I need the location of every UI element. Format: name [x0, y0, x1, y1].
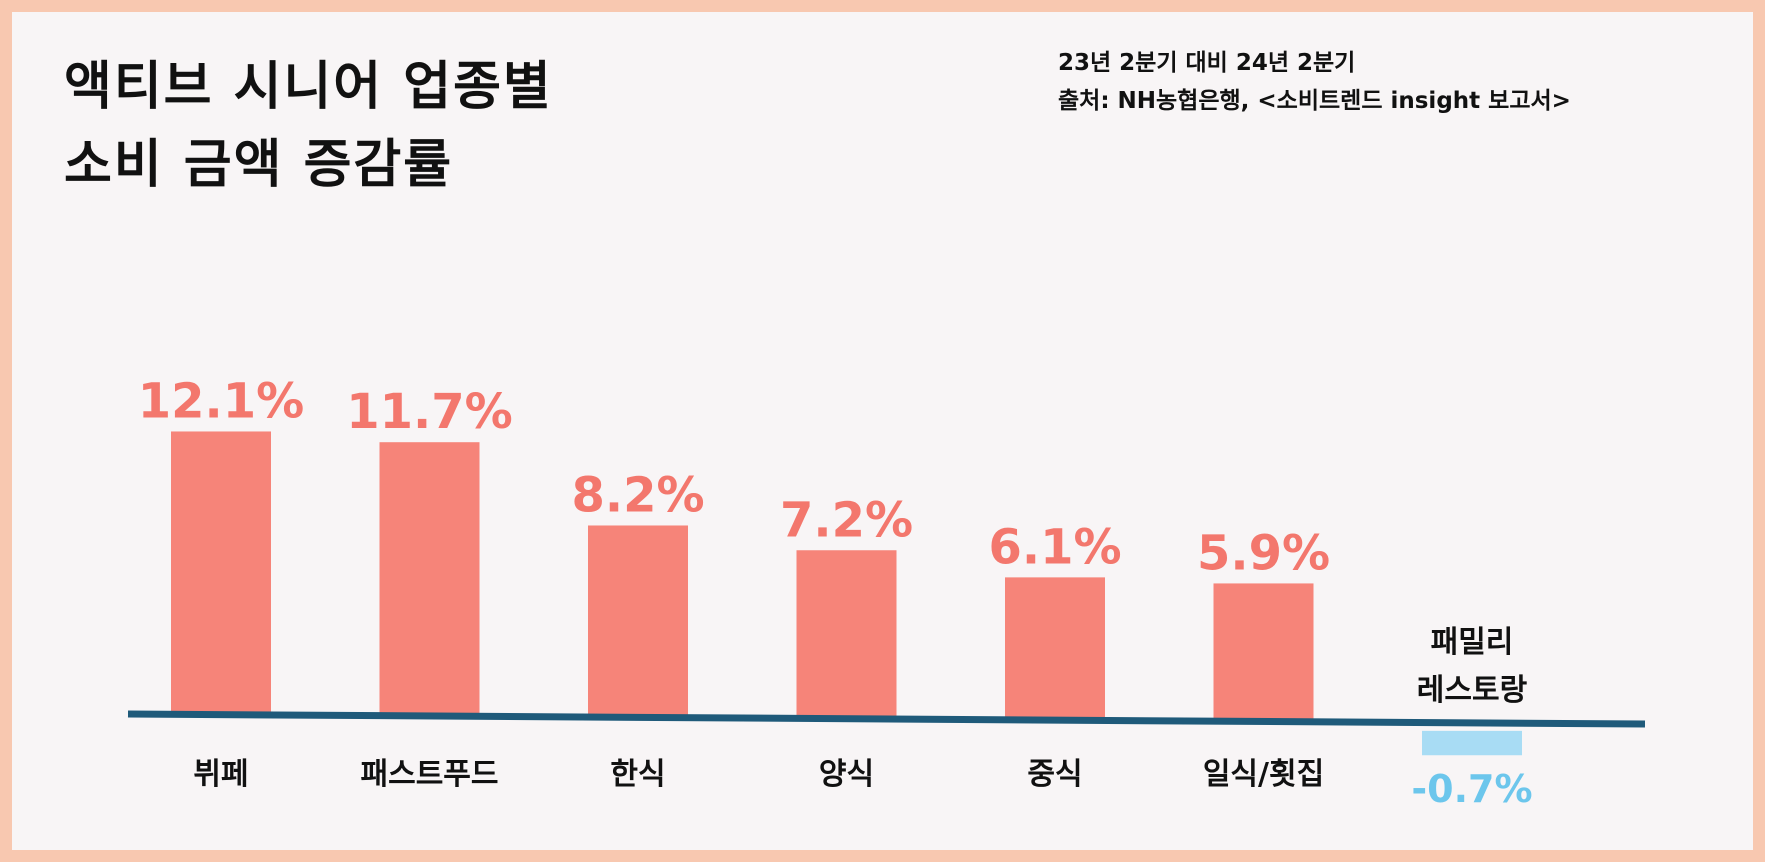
- bar: [1422, 731, 1522, 755]
- bar-value-label: 11.7%: [346, 384, 513, 440]
- bar: [588, 525, 688, 717]
- bar-value-label: 7.2%: [780, 492, 913, 548]
- category-label: 한식: [610, 757, 665, 792]
- category-label: 패스트푸드: [361, 757, 499, 792]
- category-label: 양식: [819, 757, 874, 792]
- category-label: 일식/횟집: [1203, 757, 1324, 792]
- bar: [1005, 577, 1105, 720]
- category-label: 레스토랑: [1417, 673, 1528, 708]
- bar: [380, 442, 480, 716]
- category-label: 패밀리: [1431, 625, 1514, 660]
- bar-value-label: 8.2%: [571, 467, 704, 523]
- bar: [1214, 583, 1314, 721]
- bar-value-label: 5.9%: [1197, 525, 1330, 581]
- bar-value-label: -0.7%: [1411, 767, 1532, 811]
- category-label: 뷔페: [193, 757, 248, 792]
- bar: [797, 550, 897, 718]
- x-axis-baseline: [128, 714, 1645, 724]
- bar: [171, 431, 271, 714]
- bar-value-label: 12.1%: [138, 373, 305, 429]
- category-label: 중식: [1027, 757, 1082, 792]
- bar-value-label: 6.1%: [988, 519, 1121, 575]
